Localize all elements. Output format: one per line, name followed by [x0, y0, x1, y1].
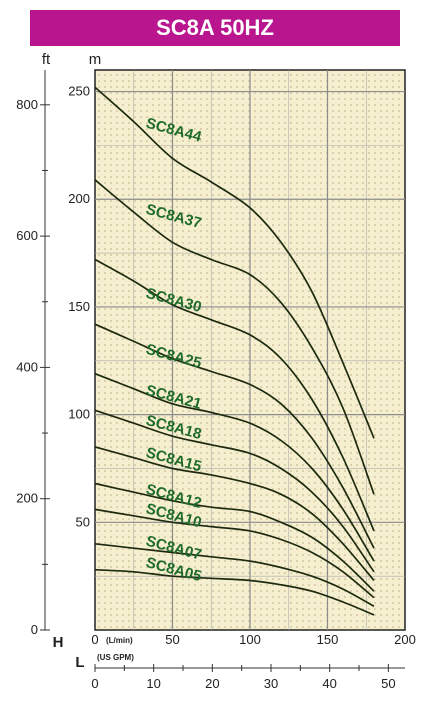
gpm-tick-label: 50	[381, 676, 395, 691]
lmin-tick-label: 100	[239, 632, 261, 647]
curve-sc8a25	[94, 323, 375, 549]
gpm-tick-label: 20	[205, 676, 219, 691]
curve-sc8a10	[94, 508, 375, 599]
ft-tick-label: 800	[16, 97, 38, 112]
curve-sc8a05	[94, 568, 375, 616]
curve-sc8a18	[94, 409, 375, 573]
m-tick-label: 200	[68, 191, 90, 206]
m-tick-label: 50	[76, 514, 90, 529]
curve-sc8a21	[94, 372, 375, 562]
lmin-tick-label: 150	[317, 632, 339, 647]
ft-tick-label: 600	[16, 228, 38, 243]
axes: ft m H L (L/min) (US GPM)	[42, 51, 405, 671]
pump-curves	[94, 86, 375, 616]
head-axis-letter: H	[53, 634, 64, 651]
grid-lines	[95, 70, 405, 630]
curve-sc8a30	[94, 258, 375, 532]
curve-sc8a37	[94, 179, 375, 495]
chart-title: SC8A 50HZ	[30, 10, 400, 46]
gpm-tick-label: 0	[91, 676, 98, 691]
tick-labels: 50 100 150 200 250 0 200 400 600 800 0 50 100 150 200 0…	[16, 84, 416, 691]
m-tick-label: 100	[68, 407, 90, 422]
lmin-tick-label: 200	[394, 632, 416, 647]
lmin-tick-label: 0	[91, 632, 98, 647]
curve-sc8a12	[94, 482, 375, 592]
gpm-tick-label: 30	[264, 676, 278, 691]
ft-tick-label: 0	[31, 622, 38, 637]
ft-tick-label: 400	[16, 359, 38, 374]
curve-sc8a44	[94, 86, 375, 439]
curve-sc8a07	[94, 542, 375, 608]
ft-tick-label: 200	[16, 491, 38, 506]
gpm-tick-label: 10	[146, 676, 160, 691]
lmin-tick-label: 50	[165, 632, 179, 647]
flow-axis-letter: L	[75, 654, 84, 671]
lmin-unit-label: (L/min)	[106, 636, 133, 645]
gpm-tick-label: 40	[322, 676, 336, 691]
curve-sc8a15	[94, 446, 375, 582]
m-tick-label: 150	[68, 299, 90, 314]
m-tick-label: 250	[68, 84, 90, 99]
usgpm-unit-label: (US GPM)	[97, 653, 134, 662]
ft-unit-label: ft	[42, 51, 51, 68]
m-unit-label: m	[89, 51, 102, 68]
